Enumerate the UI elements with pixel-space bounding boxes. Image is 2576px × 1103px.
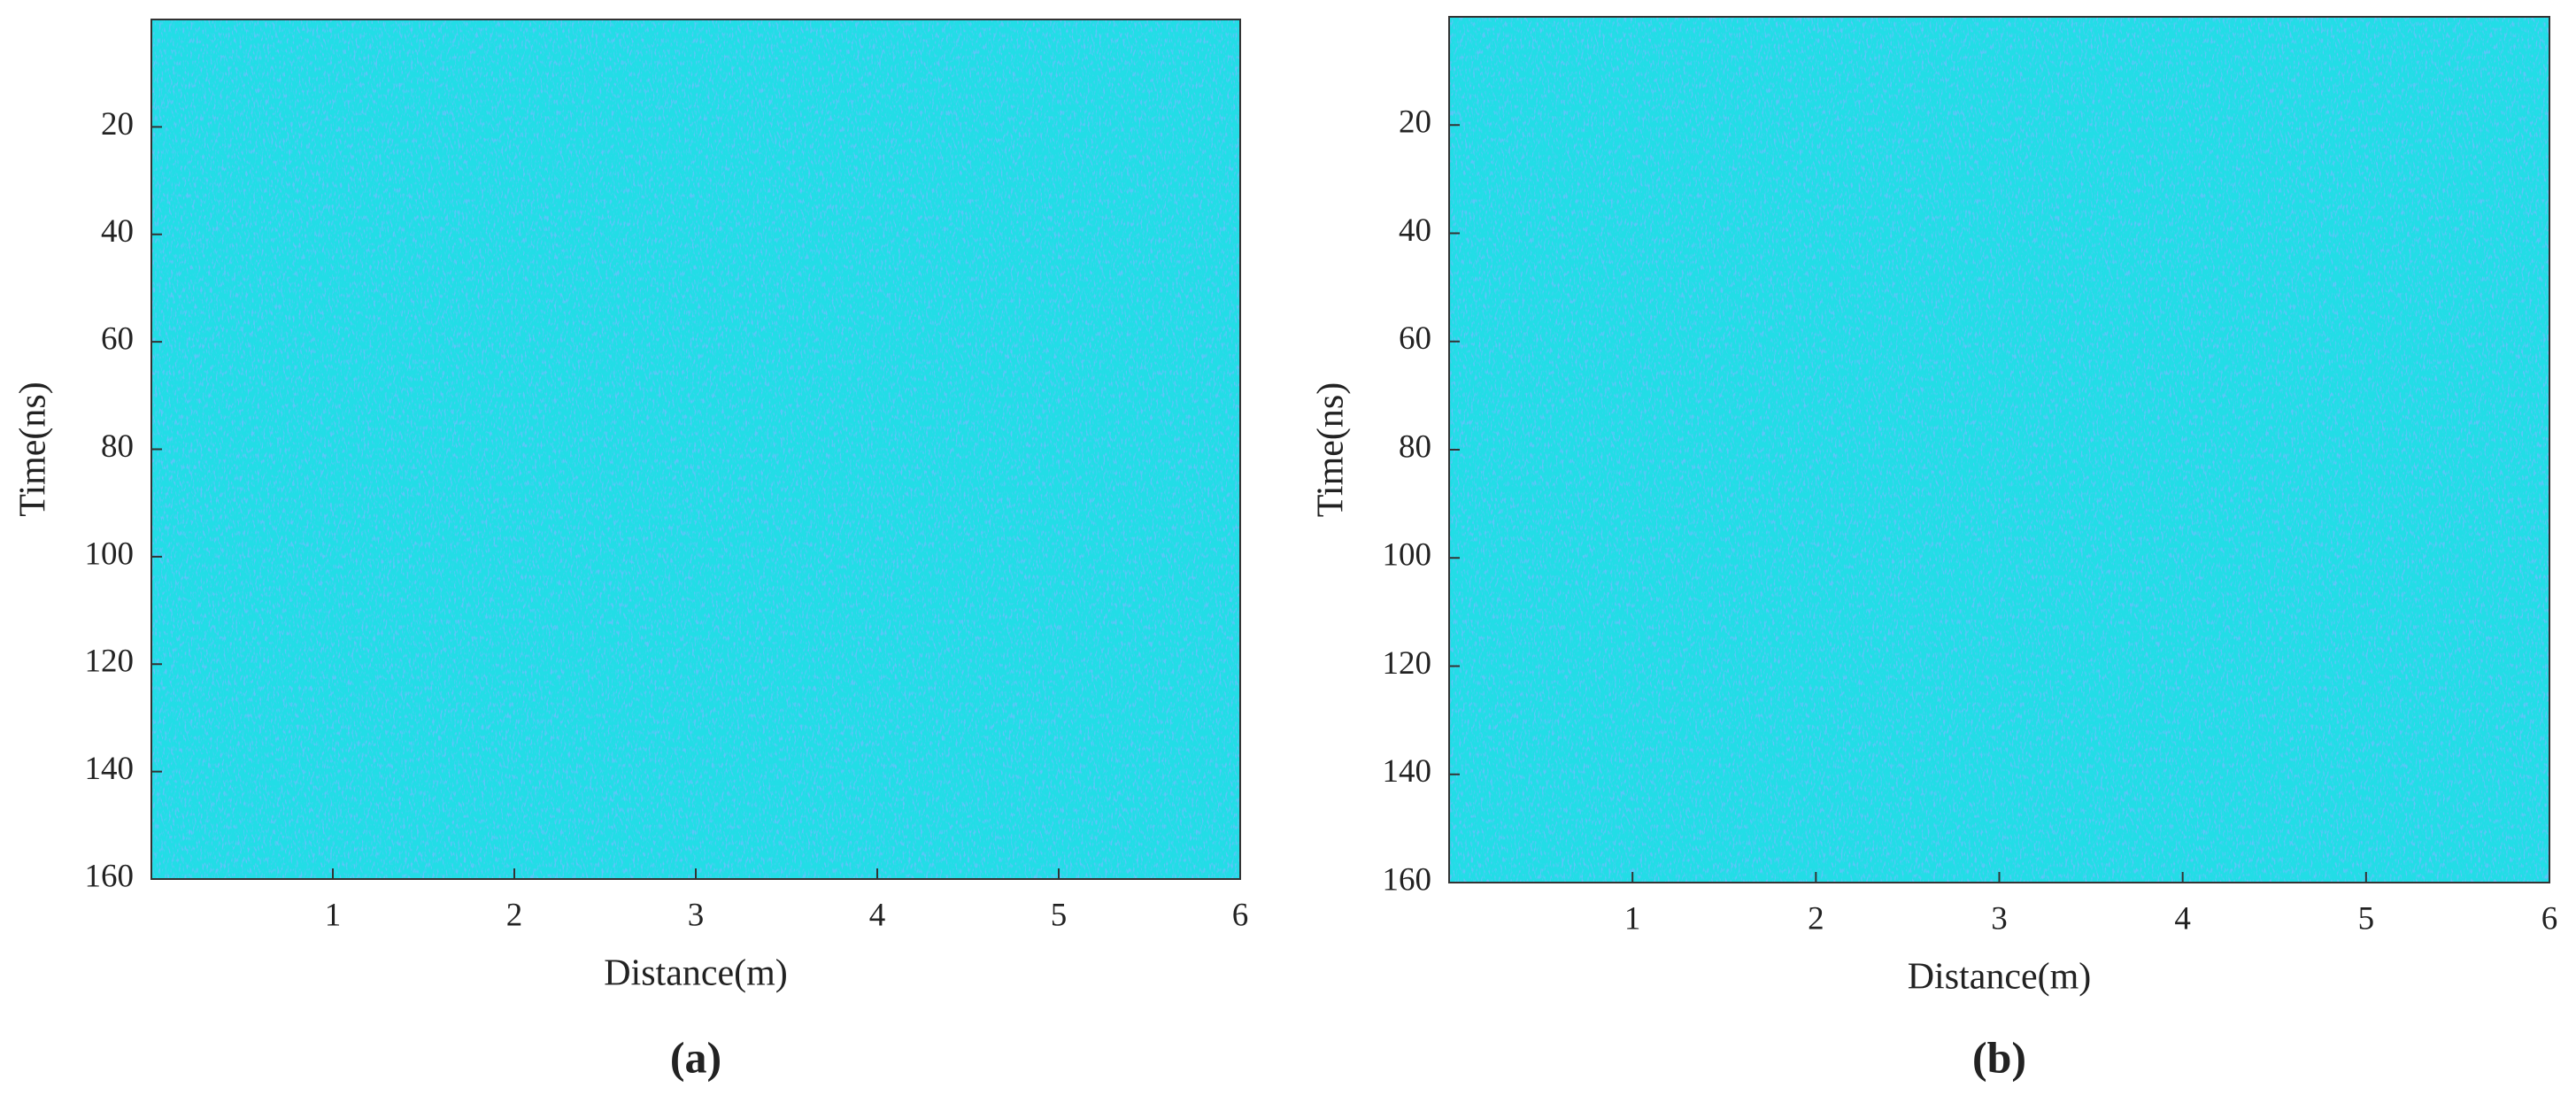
y-axis-label: Time(ns) [13, 382, 54, 516]
y-tick-label: 100 [1383, 537, 1432, 574]
y-tick-label: 80 [101, 428, 134, 465]
noise-texture [1449, 17, 2549, 883]
x-tick-label: 2 [1808, 900, 1824, 937]
x-tick-label: 3 [1991, 900, 2008, 937]
x-axis-label: Distance(m) [604, 953, 788, 994]
x-axis-label: Distance(m) [1908, 957, 2092, 998]
x-tick-label: 6 [2541, 900, 2558, 937]
x-tick-label: 5 [1051, 897, 1068, 933]
y-tick-label: 120 [85, 644, 135, 680]
x-tick-label: 1 [325, 897, 342, 933]
y-tick-label: 40 [101, 213, 134, 250]
y-tick-label: 80 [1399, 428, 1431, 465]
y-tick-label: 20 [101, 106, 134, 143]
x-tick-label: 4 [2174, 900, 2191, 937]
y-tick-label: 160 [1383, 861, 1432, 898]
y-tick-label: 120 [1383, 645, 1432, 682]
y-tick-label: 40 [1399, 212, 1431, 249]
panel-label: (a) [670, 1032, 721, 1082]
x-tick-label: 1 [1624, 900, 1641, 937]
x-tick-label: 3 [688, 897, 705, 933]
x-tick-label: 2 [506, 897, 523, 933]
x-tick-label: 4 [869, 897, 886, 933]
y-tick-label: 100 [85, 536, 135, 572]
x-tick-label: 6 [1232, 897, 1249, 933]
y-tick-label: 140 [85, 751, 135, 787]
y-axis-label: Time(ns) [1311, 382, 1352, 517]
panel-label: (b) [1972, 1032, 2026, 1082]
y-tick-label: 60 [101, 321, 134, 358]
noise-texture [151, 19, 1240, 879]
y-tick-label: 140 [1383, 753, 1432, 790]
y-tick-label: 20 [1399, 104, 1431, 141]
y-tick-label: 60 [1399, 320, 1431, 357]
y-tick-label: 160 [85, 858, 135, 894]
x-tick-label: 5 [2358, 900, 2375, 937]
